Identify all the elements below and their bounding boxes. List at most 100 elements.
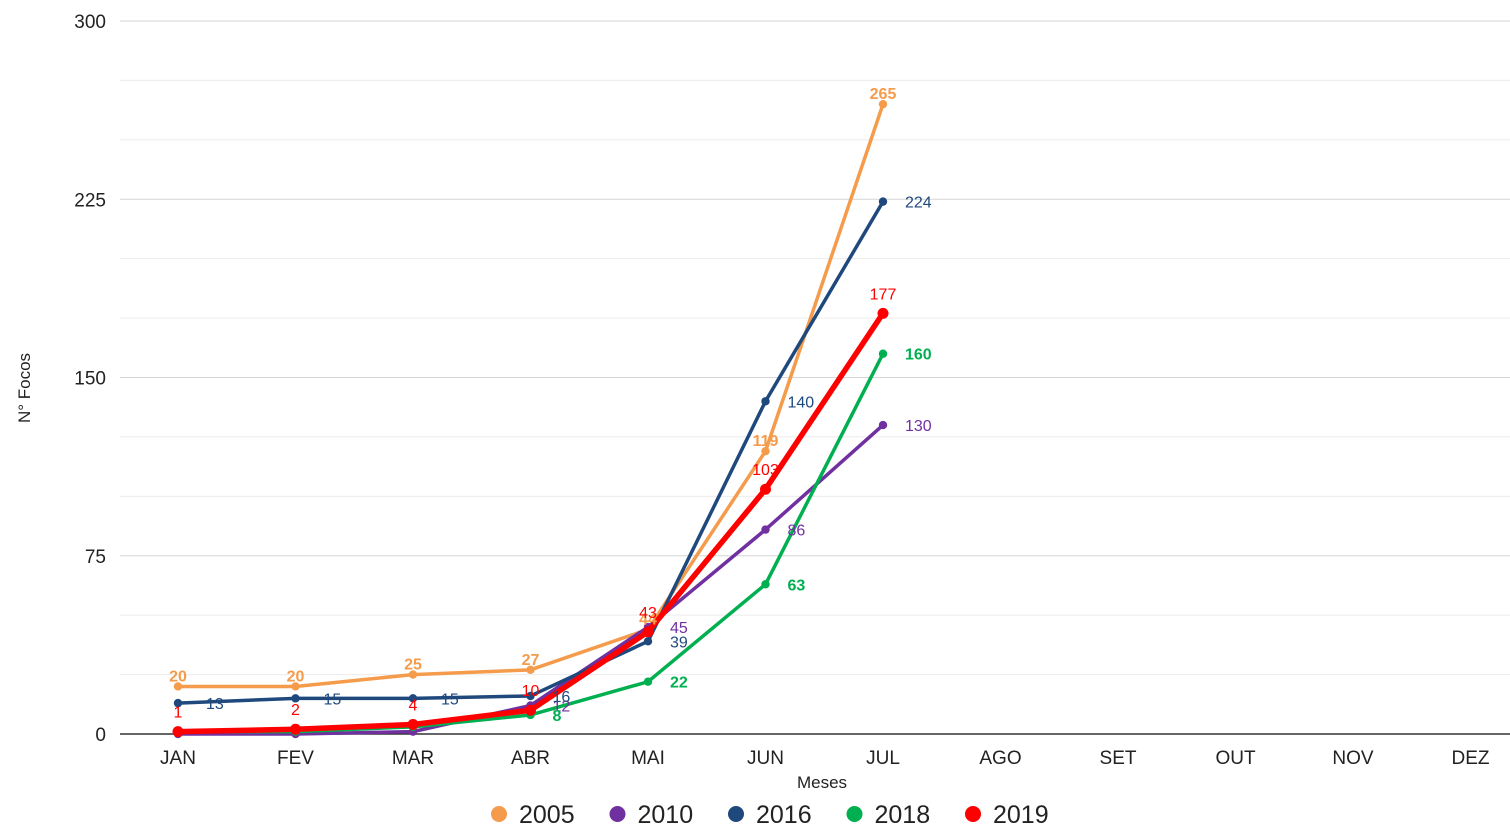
x-tick-label: SET	[1100, 748, 1137, 769]
y-tick-label: 75	[85, 547, 106, 568]
data-point-2016	[291, 694, 300, 703]
data-label-2010: 45	[670, 620, 688, 637]
series-2005	[173, 99, 888, 691]
x-axis-ticks: JAN FEV MAR ABR MAI JUN JUL AGO SET OUT NOV DEZ	[160, 748, 1490, 769]
x-tick-label: AGO	[979, 748, 1021, 769]
legend-marker	[965, 806, 981, 822]
data-point-2005	[173, 682, 183, 691]
data-point-2019	[290, 723, 301, 735]
legend-marker	[491, 806, 507, 822]
data-label-2019: 177	[870, 286, 897, 303]
x-tick-label: OUT	[1215, 748, 1256, 769]
data-label-2019: 1	[174, 705, 183, 722]
data-point-2005	[878, 99, 888, 109]
data-label-2019: 2	[291, 702, 300, 719]
series-lines	[172, 99, 889, 739]
data-point-2019	[877, 307, 889, 319]
data-label-2010: 130	[905, 418, 932, 435]
x-tick-label: JUN	[747, 748, 784, 769]
legend-label: 2019	[993, 801, 1049, 825]
data-label-2005: 119	[753, 433, 779, 450]
data-point-2005	[761, 446, 770, 456]
data-label-2005: 20	[287, 668, 305, 685]
data-label-2016: 16	[553, 689, 571, 706]
legend-item-2019: 2019	[965, 801, 1049, 825]
y-axis-title: N° Focos	[15, 353, 34, 423]
data-point-2016	[526, 691, 535, 701]
data-label-2016: 39	[670, 634, 688, 651]
x-tick-label: JUL	[866, 748, 900, 769]
legend-item-2005: 2005	[491, 801, 575, 825]
legend-marker	[609, 806, 626, 822]
data-point-2019	[642, 626, 654, 638]
data-label-2018: 8	[553, 708, 562, 725]
legend-label: 2018	[875, 801, 931, 825]
data-label-2019: 103	[752, 462, 779, 479]
data-label-2016: 13	[206, 696, 224, 713]
data-point-2018	[761, 580, 770, 589]
data-point-2005	[408, 670, 418, 679]
legend-item-2018: 2018	[846, 801, 931, 825]
x-tick-label: FEV	[277, 748, 314, 769]
x-axis-title: Meses	[797, 773, 847, 792]
data-label-2016: 140	[788, 394, 815, 411]
y-axis-ticks: 0 75 150 225 300	[74, 12, 106, 746]
data-label-2010: 86	[788, 523, 806, 540]
data-point-2016	[761, 397, 770, 406]
data-label-2018: 22	[670, 675, 688, 692]
data-point-2016	[643, 637, 653, 646]
data-label-2018: 160	[905, 347, 932, 364]
x-tick-label: JAN	[160, 748, 196, 769]
legend-label: 2005	[519, 801, 575, 825]
y-tick-label: 150	[74, 369, 106, 390]
data-label-2019: 43	[639, 605, 657, 622]
y-tick-label: 0	[95, 725, 106, 746]
data-label-2005: 25	[404, 657, 422, 674]
legend-label: 2016	[756, 801, 812, 825]
legend-marker	[728, 806, 744, 822]
data-label-2016: 15	[441, 691, 459, 708]
series-2016	[173, 197, 888, 708]
data-label-2016: 15	[324, 691, 342, 708]
y-tick-label: 300	[74, 12, 106, 33]
data-point-2016	[878, 197, 888, 206]
data-label-2019: 10	[522, 683, 540, 700]
series-line-2016	[176, 199, 885, 705]
data-point-2005	[291, 682, 300, 691]
y-tick-label: 225	[74, 190, 106, 211]
legend-label: 2010	[638, 801, 694, 825]
series-2019	[172, 307, 889, 738]
data-point-2010	[761, 525, 770, 534]
data-point-2019	[407, 718, 419, 730]
data-label-2005: 20	[169, 668, 187, 685]
data-label-2018: 63	[788, 577, 806, 594]
data-point-2016	[408, 694, 418, 703]
data-label-2005: 27	[522, 652, 540, 669]
data-point-2016	[173, 698, 183, 708]
x-tick-label: MAI	[631, 748, 665, 769]
data-label-2010: 12	[553, 698, 571, 715]
data-label-2016: 224	[905, 195, 932, 212]
legend-item-2016: 2016	[728, 801, 812, 825]
data-label-2019: 4	[409, 697, 418, 714]
data-point-2018	[643, 677, 653, 686]
data-point-2010	[878, 420, 888, 430]
legend-marker	[846, 806, 863, 822]
data-label-2005: 44	[639, 611, 657, 628]
x-tick-label: ABR	[511, 748, 550, 769]
grid-lines	[120, 20, 1510, 676]
legend-item-2010: 2010	[609, 801, 694, 825]
data-point-2019	[525, 704, 536, 716]
x-tick-label: NOV	[1332, 748, 1374, 769]
x-tick-label: DEZ	[1452, 748, 1490, 769]
series-line-2005	[176, 102, 885, 689]
data-point-2019	[760, 483, 771, 495]
legend: 2005 2010 2016 2018 2019	[491, 801, 1049, 825]
data-point-2019	[172, 726, 184, 738]
data-point-2018	[878, 349, 888, 358]
data-point-2005	[526, 665, 535, 675]
x-tick-label: MAR	[392, 748, 434, 769]
data-label-2005: 265	[870, 86, 897, 103]
